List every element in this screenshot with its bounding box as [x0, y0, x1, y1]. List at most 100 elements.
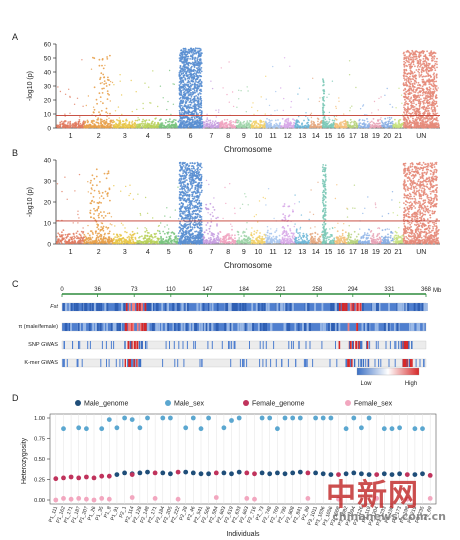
snp-point: [99, 96, 102, 98]
snp-point: [178, 218, 180, 220]
snp-point: [404, 109, 407, 112]
chromosome-label: 12: [284, 133, 292, 140]
snp-point: [130, 236, 133, 239]
snp-point: [357, 126, 360, 129]
snp-point: [97, 124, 100, 127]
snp-point: [64, 176, 66, 178]
snp-point: [431, 57, 433, 60]
chromosome-label: 5: [167, 133, 171, 140]
snp-point: [199, 75, 202, 77]
snp-point: [133, 121, 136, 124]
snp-point: [306, 121, 309, 124]
snp-point: [121, 120, 124, 123]
snp-point: [407, 92, 410, 95]
snp-point: [168, 241, 170, 244]
snp-point: [415, 107, 418, 110]
snp-point: [119, 125, 122, 128]
snp-point: [197, 63, 200, 66]
snp-point: [119, 235, 122, 237]
snp-point: [104, 237, 106, 240]
snp-point: [426, 64, 429, 67]
snp-point: [108, 230, 111, 233]
snp-point: [178, 97, 181, 100]
snp-point: [186, 117, 189, 120]
snp-point: [125, 241, 127, 244]
snp-point: [134, 126, 137, 129]
snp-point: [405, 68, 407, 71]
snp-point: [412, 58, 415, 60]
snp-point: [407, 95, 410, 98]
snp-point: [361, 119, 364, 121]
snp-point: [178, 81, 181, 83]
snp-point: [408, 85, 411, 88]
snp-point: [85, 125, 88, 128]
snp-point: [90, 192, 92, 195]
snp-point: [96, 102, 98, 105]
snp-point: [403, 111, 405, 114]
snp-point: [422, 60, 425, 63]
snp-point: [93, 189, 96, 192]
snp-point: [390, 117, 393, 119]
snp-point: [66, 125, 69, 127]
snp-point: [245, 123, 248, 126]
chromosome-label: 7: [210, 133, 214, 140]
snp-point: [281, 117, 284, 120]
snp-point: [246, 86, 248, 88]
snp-point: [77, 123, 80, 126]
snp-point: [89, 237, 92, 240]
snp-point: [96, 226, 99, 229]
snp-point: [100, 72, 103, 75]
snp-point: [162, 97, 164, 99]
snp-point: [199, 111, 201, 114]
snp-point: [436, 57, 438, 60]
snp-point: [77, 213, 79, 216]
snp-point: [94, 230, 97, 233]
snp-point: [102, 229, 105, 232]
snp-point: [87, 232, 89, 235]
snp-point: [191, 83, 194, 86]
snp-point: [324, 118, 327, 121]
snp-point: [411, 75, 414, 77]
snp-point: [257, 123, 260, 125]
snp-point: [323, 121, 325, 124]
snp-point: [199, 121, 202, 123]
snp-point: [90, 68, 93, 70]
snp-point: [93, 177, 96, 180]
snp-point: [252, 126, 255, 129]
snp-point: [436, 119, 439, 122]
snp-point: [92, 241, 94, 244]
chromosome-label: 2: [97, 133, 101, 140]
snp-point: [322, 119, 325, 122]
snp-point: [332, 123, 334, 125]
snp-point: [181, 56, 184, 59]
snp-point: [236, 106, 238, 109]
snp-point: [113, 124, 116, 126]
snp-point: [331, 80, 334, 82]
snp-point: [328, 117, 330, 119]
snp-point: [333, 119, 336, 122]
snp-point: [91, 231, 94, 234]
snp-point: [418, 55, 421, 58]
snp-point: [403, 77, 405, 80]
snp-point: [155, 117, 157, 119]
snp-point: [148, 237, 151, 240]
snp-point: [193, 82, 196, 85]
snp-point: [413, 86, 416, 88]
snp-point: [126, 126, 128, 129]
snp-point: [87, 239, 90, 242]
snp-point: [373, 100, 376, 103]
snp-point: [419, 116, 422, 118]
snp-point: [75, 235, 78, 238]
snp-point: [174, 237, 177, 240]
snp-point: [434, 123, 437, 126]
snp-point: [117, 106, 120, 108]
snp-point: [97, 236, 99, 238]
snp-point: [98, 216, 100, 219]
snp-point: [298, 87, 301, 89]
snp-point: [115, 126, 117, 128]
snp-point: [105, 120, 108, 123]
snp-point: [196, 57, 199, 59]
snp-point: [183, 88, 186, 90]
snp-point: [184, 97, 186, 100]
